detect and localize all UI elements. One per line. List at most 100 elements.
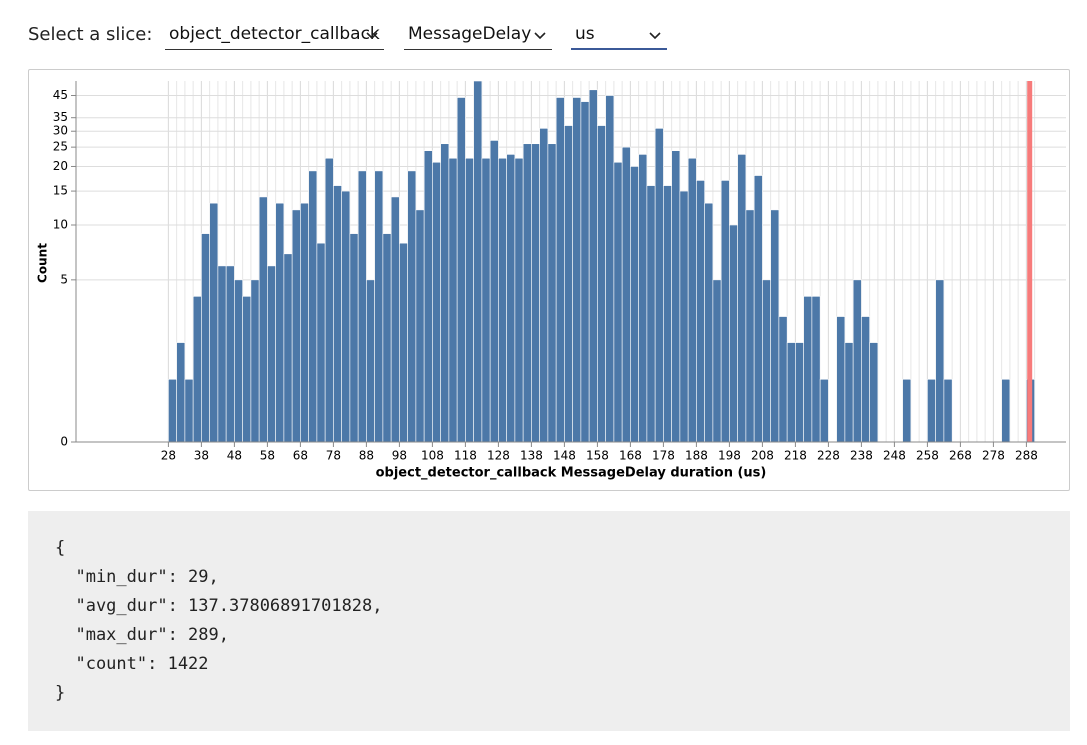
x-tick-label: 138 [520, 449, 543, 463]
x-tick-label: 168 [619, 449, 642, 463]
chart-panel: Count object_detector_callback MessageDe… [28, 69, 1070, 491]
bar [737, 154, 747, 443]
bar [250, 279, 260, 443]
chevron [366, 32, 378, 40]
bar [168, 378, 177, 443]
bar [671, 150, 681, 443]
bar [621, 146, 631, 443]
select-value: object_detector_callback [169, 24, 380, 44]
bar [201, 233, 210, 443]
bar [349, 233, 359, 443]
bar [819, 378, 829, 443]
x-tick-label: 188 [685, 449, 708, 463]
bar [605, 95, 615, 443]
bar [489, 140, 499, 443]
bar [506, 154, 516, 443]
x-tick-label: 118 [454, 449, 477, 463]
bar [267, 265, 276, 443]
bar [341, 190, 351, 443]
x-tick-label: 148 [553, 449, 576, 463]
bar [654, 128, 664, 443]
x-tick-label: 68 [293, 449, 308, 463]
select[interactable]: MessageDelay [404, 24, 552, 50]
bar [374, 170, 384, 443]
bar [432, 161, 441, 443]
y-tick-label: 15 [53, 184, 68, 198]
bar [217, 265, 227, 443]
x-tick-label: 108 [421, 449, 444, 463]
x-tick-label: 98 [392, 449, 407, 463]
bar [663, 185, 672, 443]
bar [531, 143, 540, 443]
bar [176, 342, 186, 443]
chart: Count object_detector_callback MessageDe… [36, 80, 1066, 481]
select[interactable]: object_detector_callback [165, 24, 384, 50]
bar [630, 166, 639, 443]
bar [399, 242, 408, 443]
bar [382, 233, 392, 443]
stats-line: } [55, 683, 66, 703]
stats-line: { [55, 538, 66, 558]
bar [291, 209, 301, 443]
bar [679, 190, 689, 443]
bar [762, 279, 771, 443]
bar [902, 378, 912, 443]
x-tick-label: 278 [982, 449, 1005, 463]
bar [861, 316, 870, 443]
bar [555, 97, 565, 443]
x-tick-label: 28 [161, 449, 176, 463]
y-tick-label: 20 [53, 159, 68, 173]
bar [192, 296, 202, 443]
bar [498, 157, 507, 443]
bar [522, 143, 532, 443]
bar [588, 89, 598, 443]
y-tick-label: 45 [53, 88, 68, 102]
bar [935, 279, 945, 443]
bar [407, 170, 417, 443]
bar [481, 157, 491, 443]
select[interactable]: us [571, 24, 667, 50]
bar [357, 170, 367, 443]
bar [242, 296, 252, 443]
bar [209, 202, 219, 443]
bar [852, 279, 862, 443]
bar [415, 209, 425, 443]
stats-panel: { "min_dur": 29, "avg_dur": 137.37806891… [28, 511, 1070, 731]
x-axis-title: object_detector_callback MessageDelay du… [376, 466, 767, 481]
bar [844, 342, 854, 443]
bar [316, 242, 326, 443]
bar [225, 265, 235, 443]
bar [465, 157, 474, 443]
bar [324, 157, 334, 443]
bar [753, 175, 763, 443]
bar [646, 185, 656, 443]
x-tick-label: 158 [586, 449, 609, 463]
bar [440, 143, 450, 443]
x-tick-label: 228 [817, 449, 840, 463]
bar [597, 125, 606, 443]
bar [745, 209, 755, 443]
x-tick-label: 58 [260, 449, 275, 463]
y-tick-label: 10 [53, 217, 68, 231]
y-tick-label: 0 [60, 435, 68, 449]
bar [580, 101, 590, 443]
y-tick-label: 25 [53, 140, 68, 154]
stats-line: "max_dur": 289, [55, 625, 229, 645]
x-tick-label: 208 [751, 449, 774, 463]
bar [778, 316, 788, 443]
bar [333, 185, 342, 443]
bar [696, 180, 705, 443]
bar [795, 342, 804, 443]
y-tick-label: 35 [53, 110, 68, 124]
y-tick-label: 5 [60, 272, 68, 286]
bar [786, 342, 796, 443]
bar [836, 316, 846, 443]
bar [687, 157, 697, 443]
x-tick-label: 48 [227, 449, 242, 463]
bar [811, 296, 821, 443]
bar [729, 224, 738, 443]
select-value: us [575, 24, 595, 44]
x-tick-label: 128 [487, 449, 510, 463]
slice-label: Select a slice: [28, 24, 153, 45]
